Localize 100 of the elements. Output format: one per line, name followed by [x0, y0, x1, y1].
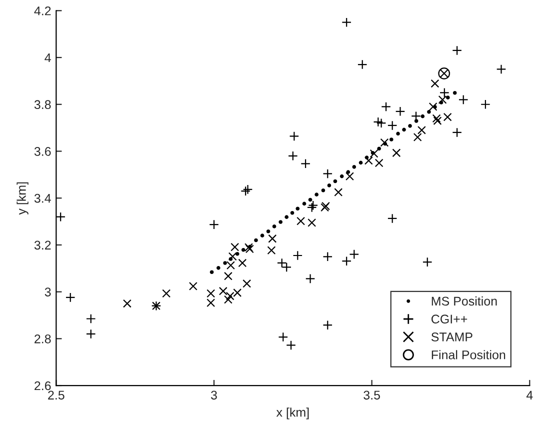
- point: [308, 200, 318, 210]
- point: [206, 298, 216, 308]
- point: [480, 99, 490, 110]
- point: [224, 272, 232, 280]
- point: [322, 320, 333, 330]
- point: [122, 299, 132, 308]
- point: [266, 229, 270, 234]
- point: [162, 289, 171, 298]
- point: [226, 292, 234, 300]
- point: [300, 158, 310, 169]
- point: [443, 112, 452, 122]
- point: [349, 249, 360, 260]
- point: [302, 202, 306, 206]
- point: [306, 202, 317, 212]
- point: [322, 252, 333, 262]
- legend-label: CGI++: [432, 314, 468, 324]
- point: [381, 102, 391, 112]
- y-tick-label: 2.6: [34, 381, 51, 390]
- y-tick-label: 3.8: [34, 100, 51, 110]
- point: [327, 184, 332, 188]
- point: [376, 118, 386, 128]
- point: [216, 266, 220, 270]
- point: [296, 206, 300, 211]
- point: [235, 252, 240, 256]
- point: [387, 214, 398, 224]
- point: [414, 119, 418, 123]
- point: [233, 288, 242, 297]
- point: [364, 156, 373, 165]
- x-tick-label: 3.5: [364, 390, 380, 400]
- point: [65, 292, 76, 302]
- point: [292, 250, 303, 260]
- point: [430, 79, 440, 88]
- legend-label: MS Position: [432, 296, 497, 306]
- x-tick-label: 4: [526, 390, 533, 400]
- point: [228, 252, 237, 261]
- point: [278, 220, 283, 224]
- x-tick-label: 2.5: [48, 390, 64, 400]
- legend-label: Final Position: [432, 350, 506, 360]
- point: [392, 148, 401, 158]
- point: [433, 105, 437, 109]
- point: [238, 258, 247, 268]
- point: [248, 244, 252, 248]
- point: [374, 158, 384, 168]
- point: [417, 126, 426, 134]
- y-tick-label: 3.2: [34, 240, 51, 250]
- point: [422, 257, 432, 267]
- x-axis-title: x [km]: [276, 408, 309, 420]
- point: [452, 128, 462, 138]
- point: [334, 188, 343, 196]
- point: [420, 114, 425, 118]
- point: [395, 106, 406, 116]
- point: [340, 174, 344, 178]
- point: [452, 46, 462, 56]
- point: [377, 146, 381, 151]
- point: [346, 172, 354, 181]
- point: [308, 218, 316, 227]
- y-tick-label: 3.4: [34, 194, 51, 203]
- point: [389, 138, 394, 142]
- point: [272, 224, 276, 228]
- point: [288, 150, 298, 161]
- point: [241, 248, 246, 252]
- point: [428, 102, 438, 111]
- point: [224, 295, 232, 304]
- point: [276, 258, 287, 268]
- y-tick-label: 3: [44, 288, 51, 296]
- point: [228, 257, 233, 261]
- point: [218, 286, 228, 296]
- point: [86, 314, 96, 324]
- point: [380, 138, 389, 147]
- point: [346, 170, 350, 174]
- point: [278, 332, 288, 342]
- point: [446, 96, 450, 100]
- point: [433, 116, 442, 125]
- point: [452, 90, 457, 95]
- point: [322, 168, 333, 179]
- point: [289, 131, 300, 142]
- point: [439, 100, 444, 104]
- point: [370, 149, 378, 158]
- x-tick-label: 3: [211, 390, 217, 400]
- point: [352, 165, 356, 169]
- y-tick-label: 2.8: [34, 334, 51, 344]
- point: [314, 192, 318, 196]
- point: [396, 132, 400, 136]
- y-tick-label: 4: [44, 53, 51, 62]
- legend-label: STAMP: [431, 332, 472, 342]
- point: [242, 279, 252, 288]
- point: [496, 64, 506, 74]
- point: [364, 156, 369, 160]
- point: [226, 261, 235, 270]
- point: [284, 215, 288, 219]
- y-tick-label: 4.2: [34, 6, 51, 16]
- point: [458, 94, 468, 105]
- point: [358, 160, 363, 165]
- point: [86, 329, 96, 339]
- point: [282, 262, 292, 272]
- point: [321, 188, 326, 192]
- point: [387, 120, 398, 130]
- point: [333, 179, 338, 184]
- point: [342, 17, 352, 28]
- point: [427, 110, 431, 114]
